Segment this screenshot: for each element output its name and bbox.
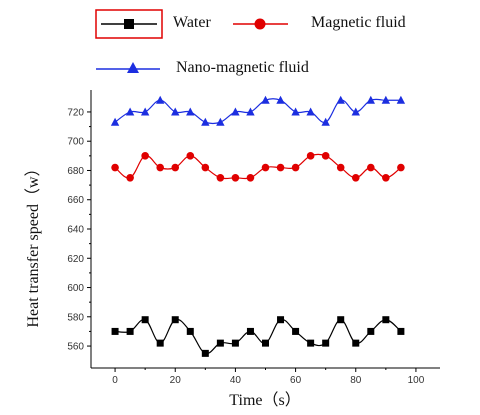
data-point: [306, 107, 315, 116]
data-point: [110, 117, 120, 126]
data-point: [201, 349, 209, 357]
series-layer: [110, 95, 406, 357]
data-point: [276, 95, 285, 104]
data-point: [171, 107, 180, 116]
data-point: [126, 327, 134, 335]
data-point: [381, 95, 391, 104]
data-point: [367, 327, 375, 335]
data-point: [186, 327, 194, 335]
data-point: [261, 163, 270, 172]
data-point: [231, 339, 239, 347]
y-axis-ticks: 560 580 600 620 640 660 680 700 720: [67, 107, 91, 353]
data-point: [276, 163, 285, 172]
legend-entry-water: Water: [95, 9, 211, 39]
data-point: [307, 339, 315, 347]
axes: [90, 90, 440, 369]
legend-water-frame: [95, 9, 163, 39]
data-point: [396, 95, 406, 104]
data-point: [366, 95, 376, 104]
data-point: [292, 327, 300, 335]
data-point: [367, 163, 375, 172]
data-point: [125, 107, 135, 116]
x-tick-label: 80: [350, 375, 362, 386]
legend-entry-magnetic-fluid: Magnetic fluid: [233, 14, 406, 31]
x-tick-label: 0: [112, 375, 118, 386]
legend-nano-marker: [127, 62, 139, 73]
y-tick-label: 600: [67, 283, 84, 294]
data-point: [352, 339, 360, 347]
data-point: [291, 107, 300, 116]
data-point: [231, 173, 240, 182]
series-line: [115, 318, 402, 355]
data-point: [126, 173, 134, 182]
data-point: [322, 339, 330, 347]
data-point: [336, 95, 345, 104]
data-point: [111, 327, 119, 335]
data-point: [382, 316, 390, 324]
data-point: [231, 107, 240, 116]
data-point: [321, 117, 330, 126]
data-point: [277, 316, 285, 324]
legend-magnetic-marker: [254, 18, 266, 30]
data-point: [156, 163, 164, 172]
data-point: [382, 173, 390, 182]
y-tick-label: 700: [67, 137, 84, 148]
y-tick-label: 640: [67, 225, 84, 236]
y-tick-label: 580: [67, 312, 84, 323]
data-point: [141, 316, 149, 324]
data-point: [141, 152, 149, 160]
data-point: [186, 152, 195, 160]
y-tick-label: 680: [67, 166, 84, 177]
x-axis-ticks: 0 20 40 60 80 100: [112, 368, 425, 386]
x-tick-label: 40: [230, 375, 242, 386]
legend-water-marker: [124, 19, 134, 29]
data-point: [216, 173, 225, 182]
x-tick-label: 60: [290, 375, 302, 386]
data-point: [111, 163, 119, 172]
data-point: [216, 117, 225, 126]
data-point: [351, 173, 360, 182]
y-tick-label: 560: [67, 342, 84, 353]
x-axis-title: Time（s）: [229, 391, 300, 409]
legend-entry-nano-magnetic-fluid: Nano-magnetic fluid: [96, 59, 309, 76]
data-point: [156, 339, 164, 347]
data-point: [321, 152, 330, 160]
data-point: [171, 163, 180, 172]
legend-nano-label: Nano-magnetic fluid: [176, 59, 309, 76]
data-point: [140, 107, 150, 116]
y-tick-label: 660: [67, 195, 84, 206]
legend: Water Magnetic fluid Nano-magnetic fluid: [95, 9, 406, 76]
data-point: [261, 95, 270, 104]
data-point: [397, 163, 405, 172]
data-point: [186, 107, 195, 116]
series-magnetic-fluid: [111, 152, 405, 182]
data-point: [201, 117, 210, 126]
data-point: [262, 339, 269, 347]
x-tick-label: 20: [170, 375, 182, 386]
data-point: [246, 107, 255, 116]
legend-water-label: Water: [173, 14, 211, 31]
data-point: [291, 163, 300, 172]
series-water: [111, 316, 405, 357]
data-point: [336, 163, 345, 172]
y-axis-title: Heat transfer speed（w）: [24, 160, 42, 327]
data-point: [306, 152, 315, 160]
data-point: [337, 316, 345, 324]
data-point: [201, 163, 210, 172]
data-point: [155, 95, 165, 104]
y-tick-label: 720: [67, 107, 84, 118]
data-point: [171, 316, 179, 324]
data-point: [351, 107, 360, 116]
data-point: [246, 327, 254, 335]
series-nano-magnetic-fluid: [110, 95, 406, 126]
data-point: [397, 327, 405, 335]
data-point: [246, 173, 255, 182]
legend-magnetic-label: Magnetic fluid: [311, 14, 406, 31]
x-tick-label: 100: [408, 375, 425, 386]
y-tick-label: 620: [67, 254, 84, 265]
data-point: [216, 339, 224, 347]
